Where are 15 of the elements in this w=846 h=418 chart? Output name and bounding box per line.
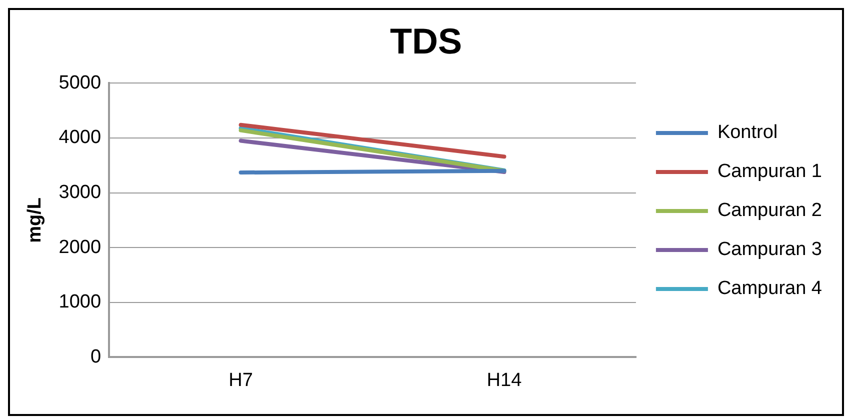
y-tick-label: 4000	[58, 127, 102, 148]
legend-label: Campuran 4	[717, 278, 822, 300]
x-tick-label: H7	[228, 370, 253, 391]
legend-label: Campuran 3	[717, 239, 822, 260]
y-tick-label: 3000	[58, 182, 102, 204]
y-tick-label: 2000	[58, 236, 102, 258]
y-tick-label: 5000	[58, 72, 102, 94]
x-tick-label: H14	[486, 370, 522, 391]
y-tick-label: 1000	[58, 292, 102, 313]
y-tick-label: 0	[90, 346, 102, 368]
legend-label: Kontrol	[717, 122, 778, 144]
legend-label: Campuran 1	[717, 161, 822, 182]
y-axis-title: mg/L	[24, 197, 46, 243]
chart-title: TDS	[390, 20, 462, 62]
legend-label: Campuran 2	[717, 200, 822, 222]
